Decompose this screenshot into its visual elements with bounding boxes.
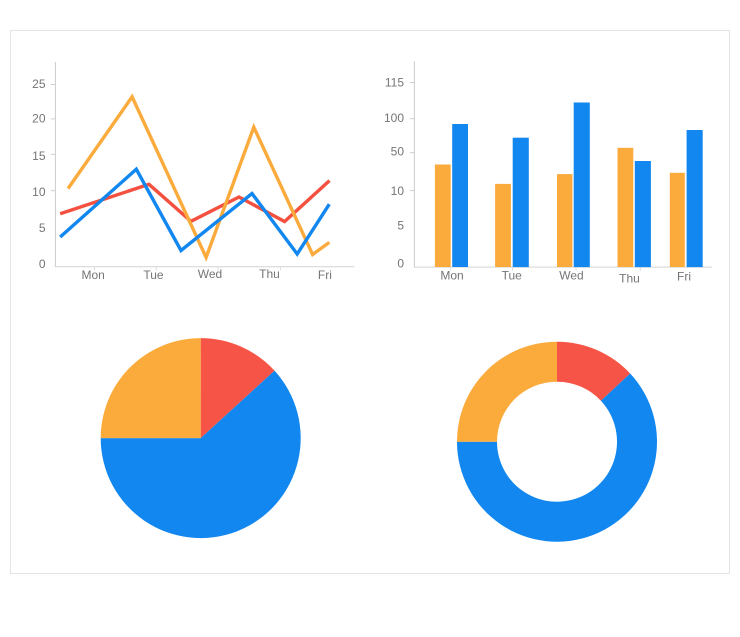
svg-text:20: 20 bbox=[32, 112, 46, 126]
svg-text:Tue: Tue bbox=[502, 269, 523, 283]
svg-text:115: 115 bbox=[385, 76, 404, 90]
svg-text:15: 15 bbox=[32, 149, 46, 163]
svg-text:Wed: Wed bbox=[559, 269, 583, 283]
svg-text:Mon: Mon bbox=[440, 269, 463, 283]
svg-text:25: 25 bbox=[32, 77, 46, 91]
svg-text:10: 10 bbox=[32, 185, 46, 199]
svg-text:Mon: Mon bbox=[82, 268, 105, 282]
svg-text:10: 10 bbox=[391, 184, 405, 198]
svg-text:Thu: Thu bbox=[619, 272, 640, 286]
svg-text:0: 0 bbox=[39, 257, 46, 271]
svg-text:100: 100 bbox=[384, 111, 404, 125]
svg-text:Wed: Wed bbox=[198, 267, 222, 281]
svg-text:Thu: Thu bbox=[259, 267, 280, 281]
svg-text:Fri: Fri bbox=[318, 268, 332, 282]
svg-text:Fri: Fri bbox=[677, 270, 691, 284]
svg-text:5: 5 bbox=[39, 221, 46, 235]
svg-text:5: 5 bbox=[397, 219, 404, 233]
svg-text:0: 0 bbox=[397, 256, 404, 270]
svg-text:50: 50 bbox=[391, 144, 405, 158]
svg-text:Tue: Tue bbox=[143, 268, 164, 282]
